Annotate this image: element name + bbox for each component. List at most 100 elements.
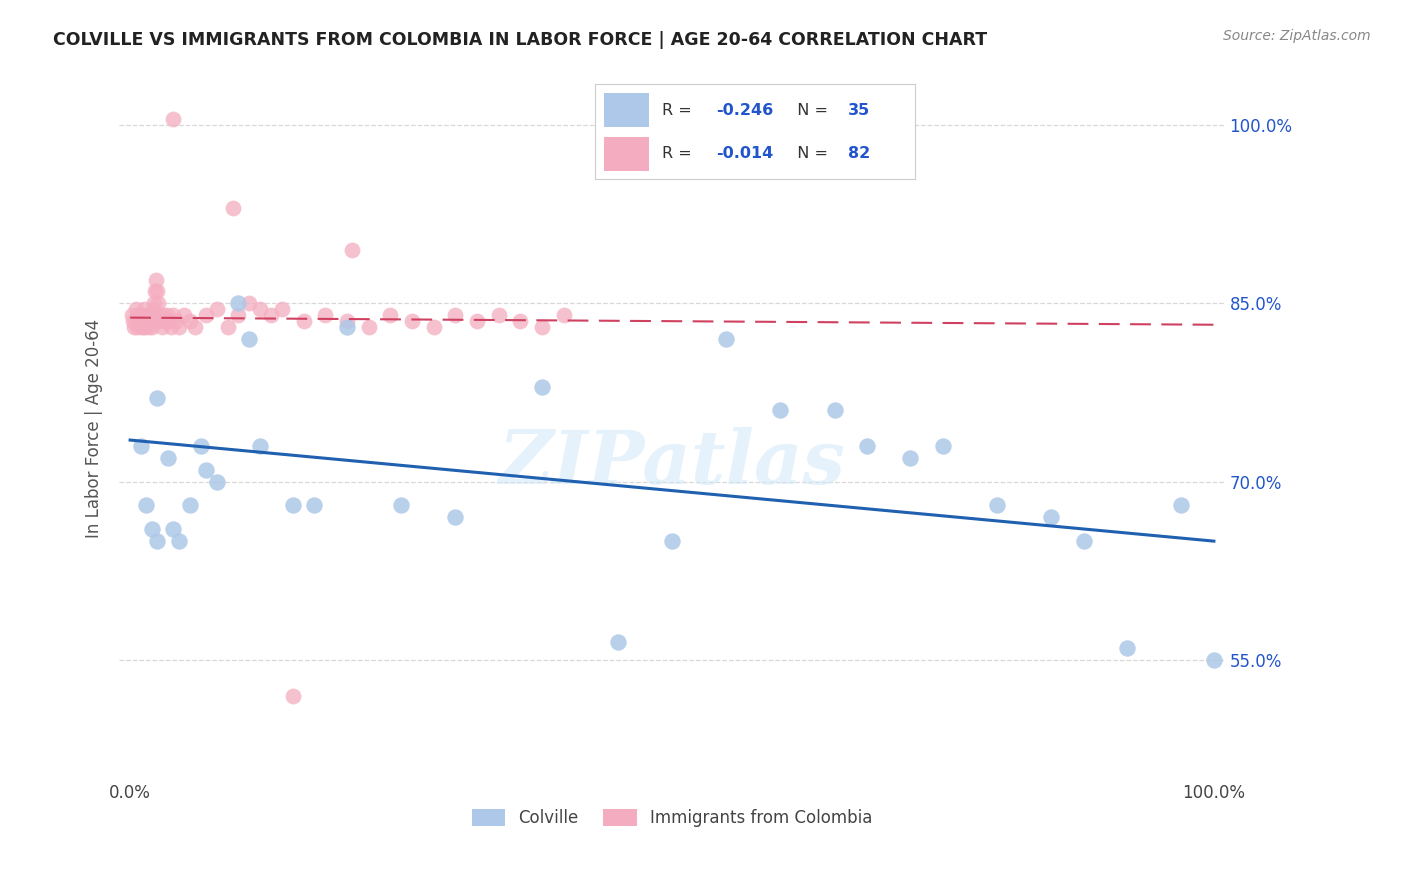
Legend: Colville, Immigrants from Colombia: Colville, Immigrants from Colombia [465, 802, 879, 834]
Point [157, 314, 180, 328]
Point [143, 285, 166, 299]
Point [260, 308, 283, 322]
Point [128, 314, 150, 328]
Point [270, 302, 292, 317]
Y-axis label: In Labor Force | Age 20-64: In Labor Force | Age 20-64 [86, 318, 103, 538]
Point [129, 439, 152, 453]
Point [444, 308, 467, 322]
Point [824, 403, 846, 417]
Point [530, 379, 553, 393]
Text: ZIPatlas: ZIPatlas [499, 427, 845, 500]
Point [304, 499, 326, 513]
Point [336, 314, 359, 328]
Point [509, 314, 531, 328]
Point [127, 308, 149, 322]
Point [530, 320, 553, 334]
Point [380, 308, 402, 322]
Point [336, 320, 359, 334]
Point [136, 314, 159, 328]
Point [121, 308, 143, 322]
Point [488, 308, 510, 322]
Point [1073, 534, 1095, 549]
Point [167, 320, 190, 334]
Point [553, 308, 575, 322]
Point [422, 320, 444, 334]
Point [986, 499, 1008, 513]
Point [148, 296, 170, 310]
Point [217, 320, 239, 334]
Point [150, 320, 173, 334]
Point [228, 296, 250, 310]
Point [135, 308, 157, 322]
Point [162, 522, 184, 536]
Point [194, 308, 217, 322]
Point [179, 499, 201, 513]
Point [129, 320, 152, 334]
Point [128, 308, 150, 322]
Point [160, 320, 183, 334]
Text: COLVILLE VS IMMIGRANTS FROM COLOMBIA IN LABOR FORCE | AGE 20-64 CORRELATION CHAR: COLVILLE VS IMMIGRANTS FROM COLOMBIA IN … [53, 31, 987, 49]
Point [157, 450, 180, 465]
Point [205, 302, 228, 317]
Point [190, 439, 212, 453]
Point [142, 302, 165, 317]
Point [281, 689, 304, 703]
Point [149, 314, 172, 328]
Point [465, 314, 488, 328]
Point [148, 308, 170, 322]
Point [152, 308, 174, 322]
Point [1116, 641, 1139, 656]
Point [167, 534, 190, 549]
Point [153, 314, 176, 328]
Point [342, 243, 364, 257]
Point [138, 308, 160, 322]
Point [357, 320, 380, 334]
Point [146, 534, 169, 549]
Point [179, 314, 201, 328]
Point [932, 439, 955, 453]
Point [135, 499, 157, 513]
Point [146, 285, 169, 299]
Point [238, 332, 260, 346]
Point [141, 320, 163, 334]
Point [156, 308, 179, 322]
Point [281, 499, 304, 513]
Point [401, 314, 423, 328]
Point [228, 308, 250, 322]
Point [314, 308, 336, 322]
Point [184, 320, 207, 334]
Point [162, 308, 184, 322]
Point [900, 450, 922, 465]
Point [222, 201, 245, 215]
Point [131, 314, 153, 328]
Point [132, 320, 155, 334]
Point [134, 302, 156, 317]
Point [146, 392, 169, 406]
Point [714, 332, 737, 346]
Point [661, 534, 683, 549]
Point [141, 522, 163, 536]
Point [194, 463, 217, 477]
Point [389, 499, 412, 513]
Point [205, 475, 228, 489]
Point [1170, 499, 1192, 513]
Text: Source: ZipAtlas.com: Source: ZipAtlas.com [1223, 29, 1371, 43]
Point [165, 314, 187, 328]
Point [124, 320, 146, 334]
Point [769, 403, 792, 417]
Point [1040, 510, 1063, 524]
Point [145, 272, 167, 286]
Point [162, 112, 184, 126]
Point [606, 635, 628, 649]
Point [139, 314, 162, 328]
Point [173, 308, 195, 322]
Point [134, 320, 156, 334]
Point [238, 296, 260, 310]
Point [125, 320, 148, 334]
Point [142, 296, 165, 310]
Point [249, 302, 271, 317]
Point [292, 314, 315, 328]
Point [249, 439, 271, 453]
Point [124, 302, 146, 317]
Point [1202, 653, 1225, 667]
